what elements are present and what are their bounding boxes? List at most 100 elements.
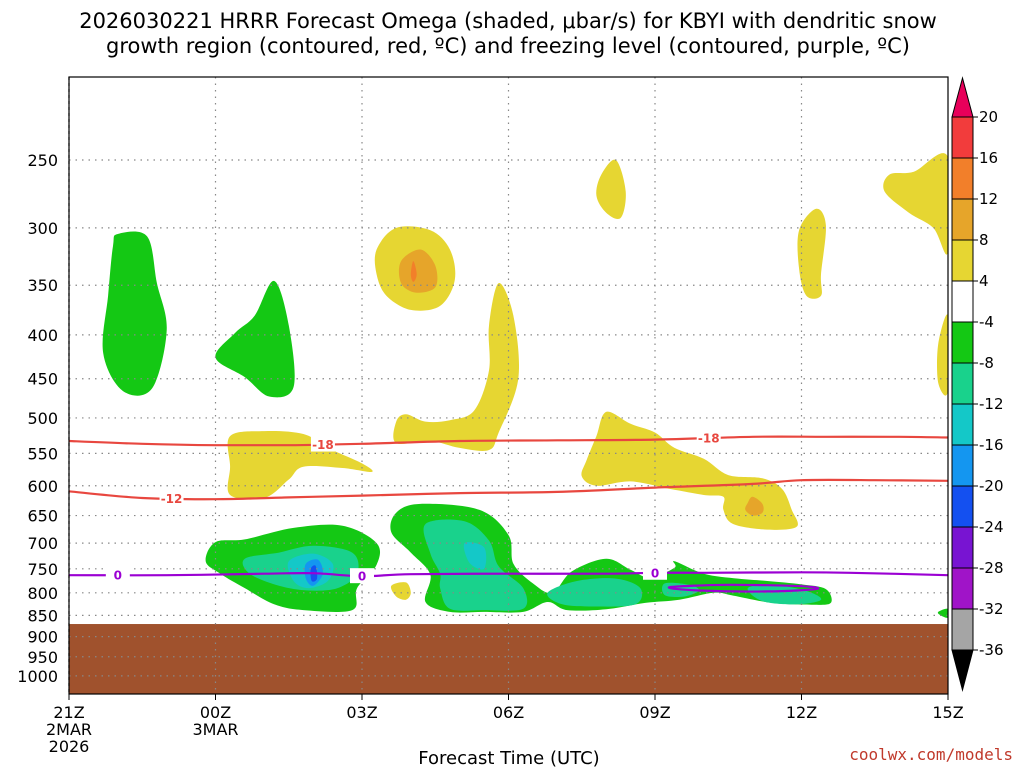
contour-layer: -18 -18 -12 0 0 0 bbox=[69, 430, 948, 593]
colorbar-label: -8 bbox=[979, 354, 994, 372]
omega-region-0 bbox=[102, 231, 167, 396]
omega-region-25 bbox=[937, 608, 948, 618]
x-tick-label: 21Z bbox=[53, 703, 84, 722]
colorbar-swatch bbox=[951, 403, 974, 446]
colorbar-label: -4 bbox=[979, 313, 994, 331]
omega-region-5 bbox=[393, 283, 520, 451]
colorbar-label: -12 bbox=[979, 395, 1004, 413]
contour-label-0: 0 bbox=[651, 566, 659, 580]
y-tick-label: 600 bbox=[27, 477, 58, 496]
colorbar-bottom-triangle bbox=[951, 649, 974, 692]
contour-label-0: 0 bbox=[114, 569, 122, 583]
y-tick-label: 1000 bbox=[17, 667, 58, 686]
y-tick-label: 350 bbox=[27, 276, 58, 295]
terrain-layer bbox=[69, 624, 948, 694]
x-tick-label: 15Z bbox=[932, 703, 963, 722]
colorbar-label: 8 bbox=[979, 231, 989, 249]
omega-region-1 bbox=[215, 280, 295, 398]
omega-region-22 bbox=[547, 578, 643, 607]
y-tick-label: 700 bbox=[27, 534, 58, 553]
colorbar-swatch bbox=[951, 608, 974, 651]
x-tick-label: 2026 bbox=[49, 737, 90, 756]
contour-0-line bbox=[69, 571, 948, 578]
y-tick-label: 250 bbox=[27, 151, 58, 170]
x-tick-label: 2MAR bbox=[46, 720, 92, 739]
x-tick-label: 03Z bbox=[346, 703, 377, 722]
contour-label-bg bbox=[105, 567, 130, 583]
colorbar-label: -28 bbox=[979, 559, 1004, 577]
omega-region-12 bbox=[745, 496, 764, 516]
x-tick-label: 06Z bbox=[493, 703, 524, 722]
x-tick-label: 09Z bbox=[639, 703, 670, 722]
colorbar-swatch bbox=[951, 157, 974, 200]
omega-region-13 bbox=[390, 582, 411, 600]
y-tick-label: 750 bbox=[27, 560, 58, 579]
x-tick-label: 00Z bbox=[200, 703, 231, 722]
contour--18-line bbox=[69, 435, 948, 447]
contour-label-0: 0 bbox=[358, 570, 366, 584]
colorbar-swatch bbox=[951, 321, 974, 364]
contour-label--18: -18 bbox=[698, 432, 720, 446]
y-tick-label: 300 bbox=[27, 219, 58, 238]
y-tick-label: 400 bbox=[27, 326, 58, 345]
x-tick-label: 3MAR bbox=[192, 720, 238, 739]
colorbar-label: -32 bbox=[979, 600, 1004, 618]
contour-label--12: -12 bbox=[161, 492, 183, 506]
omega-region-4 bbox=[410, 261, 417, 282]
colorbar-swatch bbox=[951, 116, 974, 159]
y-tick-label: 800 bbox=[27, 584, 58, 603]
colorbar-label: -16 bbox=[979, 436, 1004, 454]
colorbar: 20 16 12 8 4 -4 -8 -12 -16 -20 -24 -28 -32 -36 bbox=[951, 76, 1004, 692]
omega-region-6 bbox=[227, 430, 373, 500]
x-tick-label: 12Z bbox=[786, 703, 817, 722]
y-tick-label: 950 bbox=[27, 648, 58, 667]
y-tick-label: 450 bbox=[27, 370, 58, 389]
freezing-loop bbox=[667, 583, 820, 593]
y-tick-label: 550 bbox=[27, 444, 58, 463]
y-tick-label: 900 bbox=[27, 628, 58, 647]
terrain-fill bbox=[69, 624, 948, 694]
chart-title-line1: 2026030221 HRRR Forecast Omega (shaded, … bbox=[79, 9, 937, 33]
colorbar-label: 20 bbox=[979, 108, 998, 126]
y-tick-label: 850 bbox=[27, 606, 58, 625]
colorbar-swatch bbox=[951, 485, 974, 528]
colorbar-label: -36 bbox=[979, 641, 1004, 659]
chart-title-line2: growth region (contoured, red, ºC) and f… bbox=[106, 34, 910, 58]
contour-label--18: -18 bbox=[312, 438, 334, 452]
x-axis-label: Forecast Time (UTC) bbox=[418, 748, 599, 768]
contour-label-bg bbox=[696, 430, 721, 446]
omega-region-10 bbox=[937, 314, 948, 396]
colorbar-swatch bbox=[951, 362, 974, 405]
contour-label-bg bbox=[310, 436, 335, 452]
omega-region-21 bbox=[463, 542, 487, 570]
contour-label-bg bbox=[350, 568, 374, 584]
colorbar-label: 4 bbox=[979, 272, 989, 290]
colorbar-swatch bbox=[951, 526, 974, 569]
colorbar-swatch bbox=[951, 444, 974, 487]
omega-region-7 bbox=[596, 159, 626, 220]
watermark: coolwx.com/models bbox=[849, 745, 1013, 764]
y-tick-label: 500 bbox=[27, 409, 58, 428]
omega-region-11 bbox=[581, 411, 798, 530]
colorbar-swatch bbox=[951, 567, 974, 610]
colorbar-top-triangle bbox=[951, 76, 974, 118]
y-axis: 250 300 350 400 450 500 550 600 650 700 750 800 850 9… bbox=[17, 151, 58, 686]
colorbar-swatch bbox=[951, 280, 974, 323]
contour-label-bg bbox=[159, 490, 184, 506]
omega-shading-layer bbox=[102, 153, 948, 618]
colorbar-swatch bbox=[951, 239, 974, 282]
contour-label-bg bbox=[643, 564, 667, 580]
omega-region-9 bbox=[883, 153, 948, 255]
colorbar-label: 16 bbox=[979, 149, 998, 167]
contour--12-line bbox=[69, 478, 948, 501]
omega-region-3 bbox=[398, 249, 438, 293]
omega-region-24 bbox=[747, 584, 822, 605]
colorbar-swatch bbox=[951, 198, 974, 241]
colorbar-label: -20 bbox=[979, 477, 1004, 495]
colorbar-label: -24 bbox=[979, 518, 1004, 536]
colorbar-label: 12 bbox=[979, 190, 998, 208]
y-tick-label: 650 bbox=[27, 507, 58, 526]
omega-region-8 bbox=[797, 208, 826, 299]
